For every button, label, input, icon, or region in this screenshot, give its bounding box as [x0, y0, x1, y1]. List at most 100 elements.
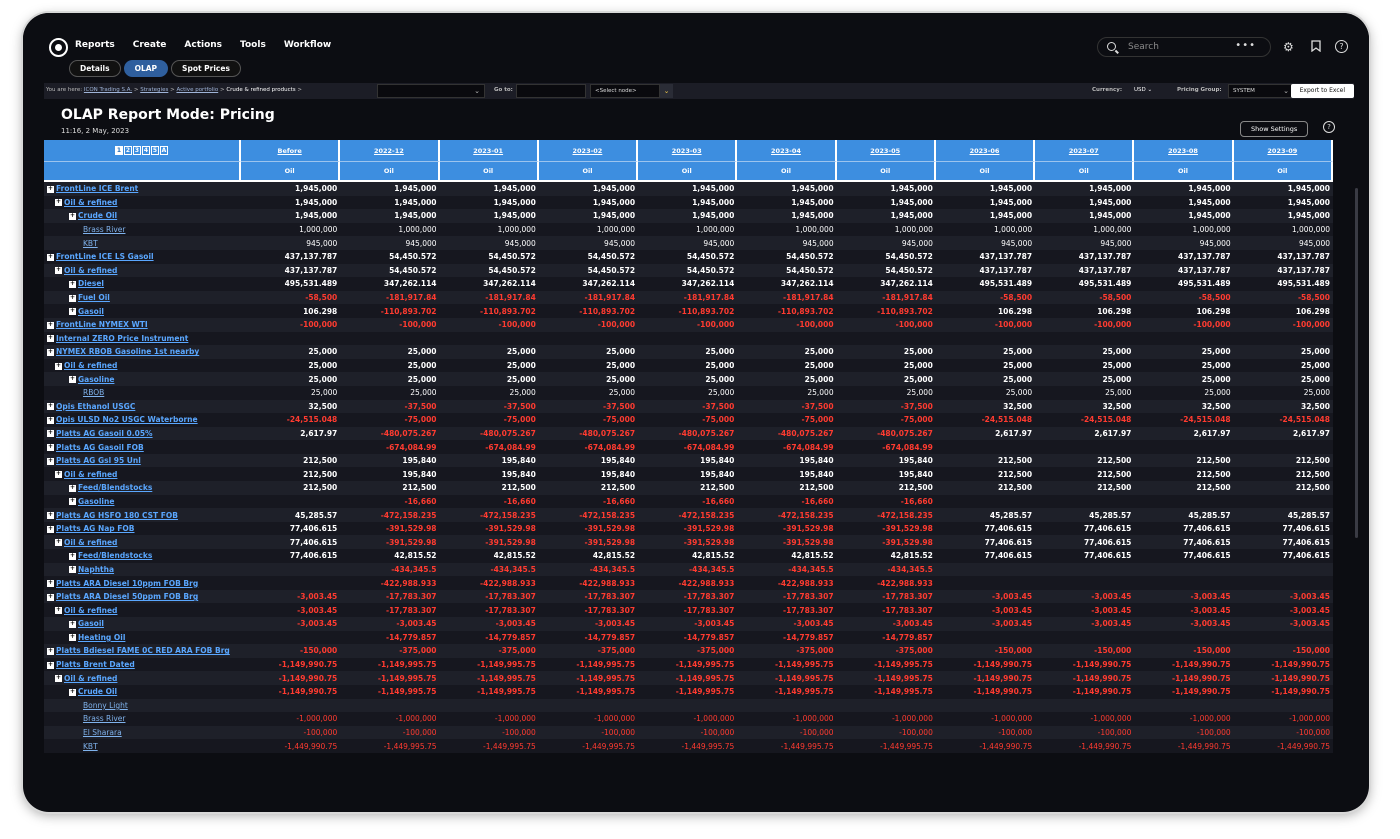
row-label[interactable]: + FrontLine NYMEX WTI: [44, 317, 241, 332]
expand-icon[interactable]: +: [69, 633, 76, 642]
row-label[interactable]: Bonny Light: [44, 698, 241, 713]
row-label-text[interactable]: Gasoil: [78, 306, 104, 316]
row-label-text[interactable]: Brass River: [83, 714, 126, 724]
node-dropdown[interactable]: ⌄: [377, 84, 485, 98]
expand-icon[interactable]: +: [47, 320, 54, 329]
row-label[interactable]: + Oil & refined: [44, 195, 241, 210]
row-label-text[interactable]: Brass River: [83, 225, 126, 235]
expand-icon[interactable]: +: [69, 307, 76, 316]
help-icon[interactable]: ?: [1323, 121, 1335, 133]
expand-icon[interactable]: +: [47, 592, 54, 601]
search-input[interactable]: Search: [1128, 42, 1159, 52]
row-label-text[interactable]: FrontLine ICE LS Gasoil: [56, 252, 154, 262]
row-label[interactable]: + Internal ZERO Price Instrument: [44, 331, 241, 346]
menu-tools[interactable]: Tools: [240, 40, 266, 50]
menu-actions[interactable]: Actions: [184, 40, 223, 50]
row-label[interactable]: + Crude Oil: [44, 684, 241, 699]
pricing-group-select[interactable]: SYSTEM ⌄: [1228, 84, 1294, 98]
row-label-text[interactable]: Crude Oil: [78, 687, 118, 697]
expand-icon[interactable]: +: [47, 511, 54, 520]
column-header-period[interactable]: 2023-09: [1233, 140, 1333, 162]
row-label[interactable]: Brass River: [44, 222, 241, 237]
expand-icon[interactable]: +: [69, 483, 76, 492]
expand-icon[interactable]: +: [55, 361, 62, 370]
level-button[interactable]: 3: [133, 146, 141, 155]
column-header-period[interactable]: 2022-12: [340, 140, 440, 162]
row-label[interactable]: + Oil & refined: [44, 535, 241, 550]
row-label[interactable]: + Oil & refined: [44, 263, 241, 278]
row-label[interactable]: + Oil & refined: [44, 467, 241, 482]
row-label-text[interactable]: Internal ZERO Price Instrument: [56, 333, 189, 343]
row-label[interactable]: + Feed/Blendstocks: [44, 549, 241, 563]
row-label-text[interactable]: Platts Bdiesel FAME 0C RED ARA FOB Brg: [56, 646, 230, 656]
row-label[interactable]: Brass River: [44, 712, 241, 726]
expand-icon[interactable]: +: [69, 687, 76, 696]
column-header-period[interactable]: 2023-07: [1035, 140, 1135, 162]
expand-icon[interactable]: +: [47, 524, 54, 533]
breadcrumb-link-company[interactable]: ICON Trading S.A.: [83, 87, 133, 93]
column-header-period[interactable]: 2023-03: [638, 140, 738, 162]
expand-icon[interactable]: +: [47, 334, 54, 343]
expand-icon[interactable]: +: [47, 456, 54, 465]
row-label-text[interactable]: Heating Oil: [78, 632, 126, 642]
row-label[interactable]: + Platts AG Gsl 95 Unl: [44, 453, 241, 468]
expand-icon[interactable]: +: [47, 646, 54, 655]
row-label[interactable]: + Platts AG Gasoil FOB: [44, 440, 241, 454]
expand-icon[interactable]: +: [69, 375, 76, 384]
row-label-text[interactable]: Diesel: [78, 279, 105, 289]
column-header-period[interactable]: Before: [241, 140, 341, 162]
row-label[interactable]: + Heating Oil: [44, 630, 241, 645]
export-excel-button[interactable]: Export to Excel: [1290, 84, 1354, 98]
row-label[interactable]: + Platts AG Nap FOB: [44, 521, 241, 536]
expand-icon[interactable]: +: [47, 347, 54, 356]
row-label[interactable]: KBT: [44, 236, 241, 250]
row-label[interactable]: + Oil & refined: [44, 671, 241, 685]
row-label-text[interactable]: Opis Ethanol USGC: [56, 401, 136, 411]
tab-olap[interactable]: OLAP: [123, 60, 169, 77]
row-label-text[interactable]: KBT: [83, 238, 98, 248]
level-button[interactable]: 4: [142, 146, 150, 155]
currency-select[interactable]: USD ⌄: [1134, 87, 1153, 93]
row-label[interactable]: El Sharara: [44, 725, 241, 740]
tab-spot-prices[interactable]: Spot Prices: [171, 60, 241, 77]
expand-icon[interactable]: +: [69, 211, 76, 220]
row-label[interactable]: + Platts AG HSFO 180 CST FOB: [44, 508, 241, 522]
row-label-text[interactable]: Feed/Blendstocks: [78, 551, 153, 561]
app-logo-icon[interactable]: [49, 38, 68, 57]
expand-icon[interactable]: +: [47, 415, 54, 424]
row-label[interactable]: + Oil & refined: [44, 358, 241, 373]
row-label[interactable]: + NYMEX RBOB Gasoline 1st nearby: [44, 345, 241, 359]
expand-icon[interactable]: +: [55, 606, 62, 615]
menu-create[interactable]: Create: [132, 40, 167, 50]
row-label[interactable]: + Gasoline: [44, 494, 241, 509]
row-label-text[interactable]: RBOB: [83, 388, 105, 398]
level-button[interactable]: 1: [115, 146, 123, 155]
row-label-text[interactable]: Platts AG Gasoil 0.05%: [56, 428, 153, 438]
expand-icon[interactable]: +: [69, 279, 76, 288]
column-header-period[interactable]: 2023-01: [439, 140, 539, 162]
expand-icon[interactable]: +: [47, 402, 54, 411]
expand-icon[interactable]: +: [47, 660, 54, 669]
row-label-text[interactable]: Platts Brent Dated: [56, 660, 135, 670]
row-label-text[interactable]: Platts ARA Diesel 50ppm FOB Brg: [56, 592, 199, 602]
column-header-period[interactable]: 2023-05: [836, 140, 936, 162]
row-label-text[interactable]: Oil & refined: [64, 673, 118, 683]
expand-icon[interactable]: +: [47, 443, 54, 452]
level-button[interactable]: 5: [151, 146, 159, 155]
help-icon[interactable]: ?: [1335, 40, 1348, 53]
row-label-text[interactable]: El Sharara: [83, 728, 122, 738]
row-label-text[interactable]: Naphtha: [78, 564, 115, 574]
expand-icon[interactable]: +: [55, 674, 62, 683]
bookmark-icon[interactable]: [1311, 40, 1321, 55]
row-label-text[interactable]: Opis ULSD No2 USGC Waterborne: [56, 415, 198, 425]
expand-icon[interactable]: +: [69, 619, 76, 628]
row-label-text[interactable]: Platts AG Nap FOB: [56, 524, 135, 534]
row-label[interactable]: + Diesel: [44, 277, 241, 291]
row-label-text[interactable]: Oil & refined: [64, 197, 118, 207]
breadcrumb-link-portfolio[interactable]: Active portfolio: [176, 87, 219, 93]
show-settings-button[interactable]: Show Settings: [1240, 121, 1309, 137]
row-label[interactable]: + Platts ARA Diesel 10ppm FOB Brg: [44, 576, 241, 590]
row-label[interactable]: + FrontLine ICE LS Gasoil: [44, 249, 241, 264]
row-label-text[interactable]: Gasoline: [78, 496, 115, 506]
row-label[interactable]: + Crude Oil: [44, 209, 241, 223]
